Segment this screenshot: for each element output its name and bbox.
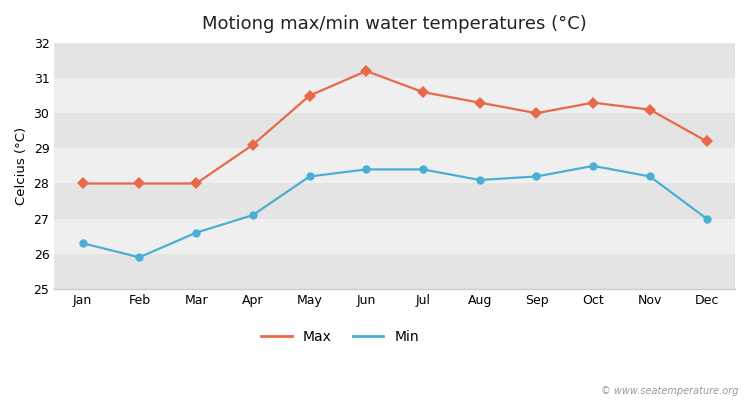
Max (135, 181, 144, 186)
Max (702, 139, 711, 144)
Bar (54, 184, 735, 219)
Min (135, 255, 144, 260)
Max (589, 100, 598, 105)
Max (248, 142, 257, 147)
Min (78, 241, 87, 246)
Bar (54, 113, 735, 148)
Max (532, 111, 541, 116)
Min (532, 174, 541, 179)
Max (191, 181, 200, 186)
Bar (54, 78, 735, 113)
Bar (54, 43, 735, 78)
Max (305, 93, 314, 98)
Max (78, 181, 87, 186)
Min (646, 174, 655, 179)
Bar (54, 254, 735, 289)
Min (702, 216, 711, 221)
Min (362, 167, 370, 172)
Max (646, 107, 655, 112)
Min (476, 178, 484, 182)
Max (476, 100, 484, 105)
Min (589, 164, 598, 168)
Line: Max: Max (79, 67, 711, 188)
Min (248, 213, 257, 218)
Text: © www.seatemperature.org: © www.seatemperature.org (602, 386, 739, 396)
Line: Min: Min (79, 162, 711, 262)
Min (419, 167, 428, 172)
Legend: Max, Min: Max, Min (261, 330, 419, 344)
Y-axis label: Celcius (°C): Celcius (°C) (15, 127, 28, 205)
Max (419, 90, 428, 94)
Title: Motiong max/min water temperatures (°C): Motiong max/min water temperatures (°C) (202, 15, 587, 33)
Bar (54, 148, 735, 184)
Min (191, 230, 200, 235)
Max (362, 69, 370, 74)
Bar (54, 219, 735, 254)
Min (305, 174, 314, 179)
